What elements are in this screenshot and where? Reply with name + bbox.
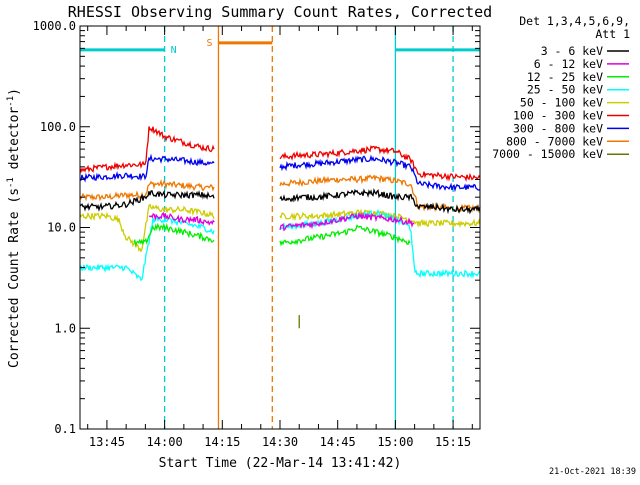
series-12-25-kev-seg-1 [279, 224, 411, 247]
series-100-300-kev-seg-0 [79, 126, 215, 174]
y-axis-label-sup1: -1 [6, 177, 16, 188]
series-12-25-kev-seg-0 [133, 222, 215, 248]
flag-label-s: S [206, 38, 212, 49]
flag-label-n: N [171, 45, 177, 56]
y-axis-label-part1: Corrected Count Rate (s [7, 188, 22, 368]
series-25-50-kev-seg-0 [79, 215, 215, 282]
x-axis-label: Start Time (22-Mar-14 13:41:42) [159, 456, 402, 471]
footer-date: 21-Oct-2021 18:39 [549, 467, 636, 477]
series-800-7000-kev-seg-1 [279, 174, 481, 214]
legend-header-line2: Att 1 [595, 27, 630, 41]
y-axis-label-part2: detector [7, 107, 22, 178]
x-tick-label-1: 14:00 [147, 435, 183, 449]
legend-label-3: 25 - 50 keV [527, 83, 603, 97]
legend-label-7: 800 - 7000 keV [506, 134, 603, 148]
series-800-7000-kev-seg-0 [79, 178, 215, 202]
y-tick-label-4: 1000.0 [33, 19, 76, 33]
series-300-800-kev-seg-1 [279, 154, 481, 193]
y-tick-label-1: 1.0 [54, 321, 76, 335]
legend-label-8: 7000 - 15000 keV [492, 147, 603, 161]
y-axis-label-part3: ) [7, 88, 22, 96]
x-axis: 13:45 14:00 14:15 14:30 14:45 15:00 15:15 [87, 26, 473, 449]
x-tick-label-6: 15:15 [435, 435, 471, 449]
x-tick-label-5: 15:00 [377, 435, 413, 449]
chart-title: RHESSI Observing Summary Count Rates, Co… [68, 3, 492, 21]
y-tick-label-3: 100.0 [40, 120, 76, 134]
y-tick-label-2: 10.0 [47, 221, 76, 235]
series-6-12-kev-seg-1 [279, 211, 415, 232]
legend-header-line1: Det 1,3,4,5,6,9, [519, 14, 630, 28]
legend-label-2: 12 - 25 keV [527, 70, 603, 84]
y-tick-label-0: 0.1 [54, 422, 76, 436]
x-tick-label-4: 14:45 [320, 435, 356, 449]
y-axis: 0.1 1.0 10.0 100.0 1000.0 [33, 19, 480, 436]
x-tick-label-2: 14:15 [204, 435, 240, 449]
x-tick-label-3: 14:30 [262, 435, 298, 449]
legend-label-5: 100 - 300 keV [513, 109, 603, 123]
legend-label-0: 3 - 6 keV [541, 44, 603, 58]
legend-label-4: 50 - 100 keV [520, 96, 603, 110]
series-50-100-kev-seg-0 [79, 203, 215, 253]
plot-area: NS [79, 26, 481, 429]
legend-label-6: 300 - 800 keV [513, 121, 603, 135]
series-3-6-kev-seg-1 [279, 188, 481, 215]
series-25-50-kev-seg-1 [279, 208, 481, 279]
y-axis-label: Corrected Count Rate (s-1 detector-1) [6, 88, 22, 368]
series-300-800-kev-seg-0 [79, 153, 215, 183]
series-6-12-kev-seg-0 [148, 211, 215, 226]
series-50-100-kev-seg-1 [279, 208, 481, 229]
series-100-300-kev-seg-1 [279, 145, 481, 183]
x-tick-label-0: 13:45 [89, 435, 125, 449]
y-axis-label-sup2: -1 [6, 96, 16, 107]
legend-label-1: 6 - 12 keV [534, 57, 603, 71]
series-3-6-kev-seg-0 [79, 189, 215, 212]
